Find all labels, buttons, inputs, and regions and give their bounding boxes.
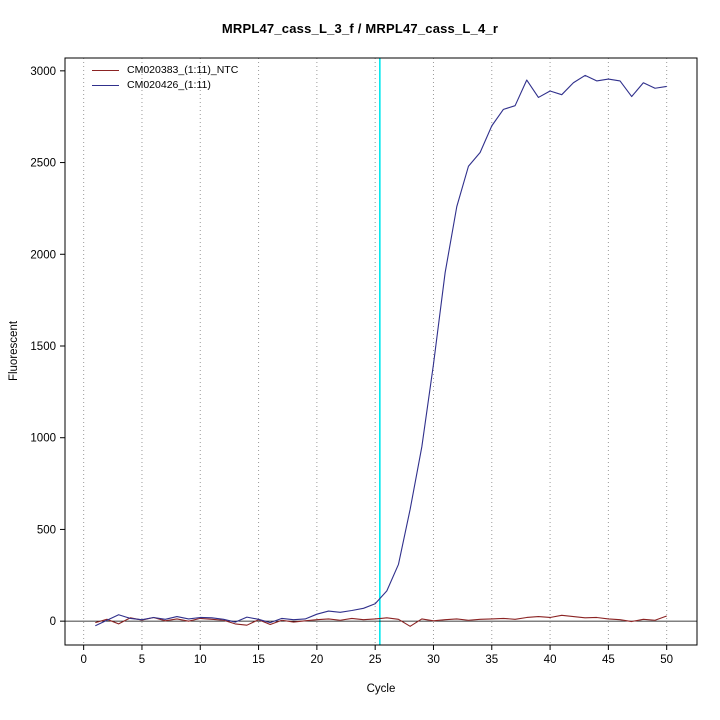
legend-label: CM020383_(1:11)_NTC bbox=[127, 64, 239, 76]
plot-border bbox=[64, 57, 698, 646]
series-line-1 bbox=[95, 74, 667, 627]
x-tick-label: 40 bbox=[544, 654, 557, 666]
y-tick-label: 3000 bbox=[30, 66, 56, 78]
x-tick-label: 15 bbox=[252, 654, 265, 666]
y-tick-label: 0 bbox=[50, 616, 56, 628]
y-tick-label: 1500 bbox=[30, 341, 56, 353]
x-tick-label: 0 bbox=[80, 654, 86, 666]
y-tick-label: 500 bbox=[37, 524, 56, 536]
x-tick-label: 20 bbox=[310, 654, 323, 666]
chart-title: MRPL47_cass_L_3_f / MRPL47_cass_L_4_r bbox=[221, 21, 499, 36]
y-tick-label: 2500 bbox=[30, 158, 56, 170]
series-line-0 bbox=[95, 614, 667, 627]
y-axis-label: Fluorescent bbox=[8, 320, 20, 382]
x-tick-label: 5 bbox=[139, 654, 145, 666]
legend-item-ntc: CM020383_(1:11)_NTC bbox=[92, 64, 238, 76]
x-tick-label: 50 bbox=[660, 654, 673, 666]
x-tick-label: 25 bbox=[369, 654, 382, 666]
x-tick-label: 10 bbox=[194, 654, 207, 666]
y-tick-label: 2000 bbox=[30, 249, 56, 261]
legend-label: CM020426_(1:11) bbox=[127, 79, 211, 91]
legend-line-swatch-blue bbox=[92, 84, 119, 86]
x-tick-label: 35 bbox=[485, 654, 498, 666]
x-tick-label: 45 bbox=[602, 654, 615, 666]
y-tick-label: 1000 bbox=[30, 433, 56, 445]
legend-line-swatch-red bbox=[92, 69, 119, 71]
x-tick-label: 30 bbox=[427, 654, 440, 666]
legend-item-sample: CM020426_(1:11) bbox=[92, 79, 238, 91]
x-axis-label: Cycle bbox=[366, 683, 396, 695]
legend: CM020383_(1:11)_NTC CM020426_(1:11) bbox=[92, 64, 238, 91]
